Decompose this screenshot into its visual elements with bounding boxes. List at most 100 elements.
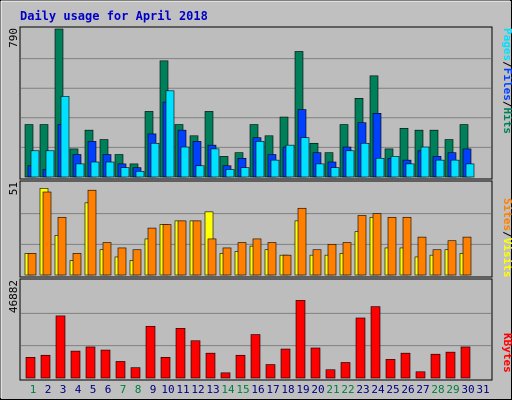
visits-axis-max-label: 51 bbox=[7, 182, 20, 195]
x-tick-label: 18 bbox=[281, 383, 294, 396]
x-tick-label: 26 bbox=[401, 383, 414, 396]
kbytes-bar bbox=[370, 306, 381, 379]
x-tick-label: 23 bbox=[356, 383, 369, 396]
x-axis-labels: 1 2 3 4 5 6 7 8 9 10 11 12 13 14 15 16 17 18 19 20 21 22 23 24 2… bbox=[30, 383, 490, 396]
legend-sep-1: / bbox=[501, 61, 512, 68]
kbytes-bar bbox=[325, 369, 336, 379]
x-tick-label: 22 bbox=[341, 383, 354, 396]
kbytes-bar bbox=[310, 347, 321, 379]
pages-bar bbox=[270, 159, 280, 178]
x-tick-label: 5 bbox=[90, 383, 97, 396]
x-tick-label: 3 bbox=[60, 383, 67, 396]
pages-bar bbox=[405, 163, 415, 178]
sites-bar bbox=[252, 238, 262, 276]
kbytes-panel-legend: KBytes bbox=[501, 333, 512, 373]
kbytes-bar bbox=[430, 353, 441, 379]
hits-panel-legend: Pages/Files/Hits bbox=[501, 28, 512, 134]
sites-bar bbox=[177, 220, 187, 276]
pages-bar bbox=[180, 146, 190, 178]
kbytes-bar bbox=[400, 352, 411, 379]
kbytes-bar bbox=[385, 359, 396, 379]
kbytes-bar bbox=[130, 367, 141, 379]
sites-bar bbox=[297, 207, 307, 276]
kbytes-bar bbox=[190, 340, 201, 379]
kbytes-bar bbox=[340, 362, 351, 379]
kbytes-bar bbox=[265, 364, 276, 379]
grid-layer bbox=[21, 58, 491, 347]
kbytes-axis-max-label: 46882 bbox=[7, 280, 20, 313]
pages-bar bbox=[150, 142, 160, 178]
sites-bar bbox=[402, 216, 412, 276]
legend-pages: Pages bbox=[501, 28, 512, 61]
x-tick-label: 30 bbox=[461, 383, 474, 396]
legend-hits: Hits bbox=[501, 108, 512, 135]
kbytes-bar bbox=[205, 352, 216, 379]
sites-bar bbox=[387, 216, 397, 276]
kbytes-bar bbox=[220, 372, 231, 379]
x-tick-label: 2 bbox=[45, 383, 52, 396]
pages-bar bbox=[285, 144, 295, 178]
pages-bar bbox=[360, 142, 370, 178]
sites-bar bbox=[462, 236, 472, 276]
sites-bar bbox=[357, 215, 367, 276]
kbytes-bar bbox=[415, 371, 426, 379]
sites-bar bbox=[282, 254, 292, 276]
pages-bar bbox=[105, 161, 115, 178]
kbytes-bar bbox=[445, 351, 456, 379]
sites-bar bbox=[87, 189, 97, 276]
sites-bar bbox=[267, 242, 277, 276]
pages-bar bbox=[120, 167, 130, 178]
pages-bar bbox=[165, 90, 175, 178]
kbytes-bar bbox=[145, 325, 156, 379]
legend-sep-2: / bbox=[501, 101, 512, 108]
kbytes-bar bbox=[280, 348, 291, 379]
x-tick-label: 4 bbox=[75, 383, 82, 396]
kbytes-bar bbox=[115, 361, 126, 379]
hits-axis-max-label: 790 bbox=[7, 28, 20, 48]
legend-sites: Sites bbox=[501, 198, 512, 231]
pages-bar bbox=[255, 141, 265, 178]
x-tick-label: 11 bbox=[176, 383, 189, 396]
pages-bar bbox=[210, 148, 220, 178]
x-tick-label: 19 bbox=[296, 383, 309, 396]
sites-bar bbox=[327, 244, 337, 276]
x-tick-label: 8 bbox=[135, 383, 142, 396]
sites-bar bbox=[222, 247, 232, 276]
x-tick-label: 15 bbox=[236, 383, 249, 396]
pages-bar bbox=[30, 150, 40, 178]
kbytes-bar bbox=[160, 357, 171, 379]
pages-bar bbox=[390, 156, 400, 178]
legend-kbytes: KBytes bbox=[501, 333, 512, 373]
x-tick-label: 9 bbox=[150, 383, 157, 396]
sites-bar bbox=[237, 242, 247, 276]
x-tick-label: 17 bbox=[266, 383, 279, 396]
kbytes-bar bbox=[55, 315, 66, 379]
kbytes-bar bbox=[250, 334, 261, 379]
sites-bar bbox=[57, 216, 67, 276]
chart-title: Daily usage for April 2018 bbox=[20, 9, 208, 23]
sites-bar bbox=[207, 238, 217, 276]
pages-bar bbox=[300, 137, 310, 178]
pages-bar bbox=[60, 96, 70, 178]
pages-bar bbox=[45, 150, 55, 178]
pages-bar bbox=[315, 163, 325, 178]
sites-bar bbox=[447, 240, 457, 276]
pages-bar bbox=[195, 165, 205, 178]
sites-bar bbox=[117, 247, 127, 276]
x-tick-label: 29 bbox=[446, 383, 459, 396]
kbytes-bar bbox=[100, 349, 111, 379]
pages-bar bbox=[330, 167, 340, 178]
pages-bar bbox=[135, 171, 145, 178]
x-tick-label: 16 bbox=[251, 383, 264, 396]
x-tick-label: 12 bbox=[191, 383, 204, 396]
sites-bar bbox=[372, 213, 382, 276]
sites-bar bbox=[192, 220, 202, 276]
pages-bar bbox=[465, 163, 475, 178]
sites-bar bbox=[72, 253, 82, 276]
bar-layer bbox=[24, 28, 475, 379]
kbytes-bar bbox=[355, 317, 366, 379]
visits-panel-legend: Sites/Visits bbox=[501, 198, 512, 278]
x-tick-label: 20 bbox=[311, 383, 324, 396]
pages-bar bbox=[75, 163, 85, 178]
kbytes-bar bbox=[70, 350, 81, 379]
